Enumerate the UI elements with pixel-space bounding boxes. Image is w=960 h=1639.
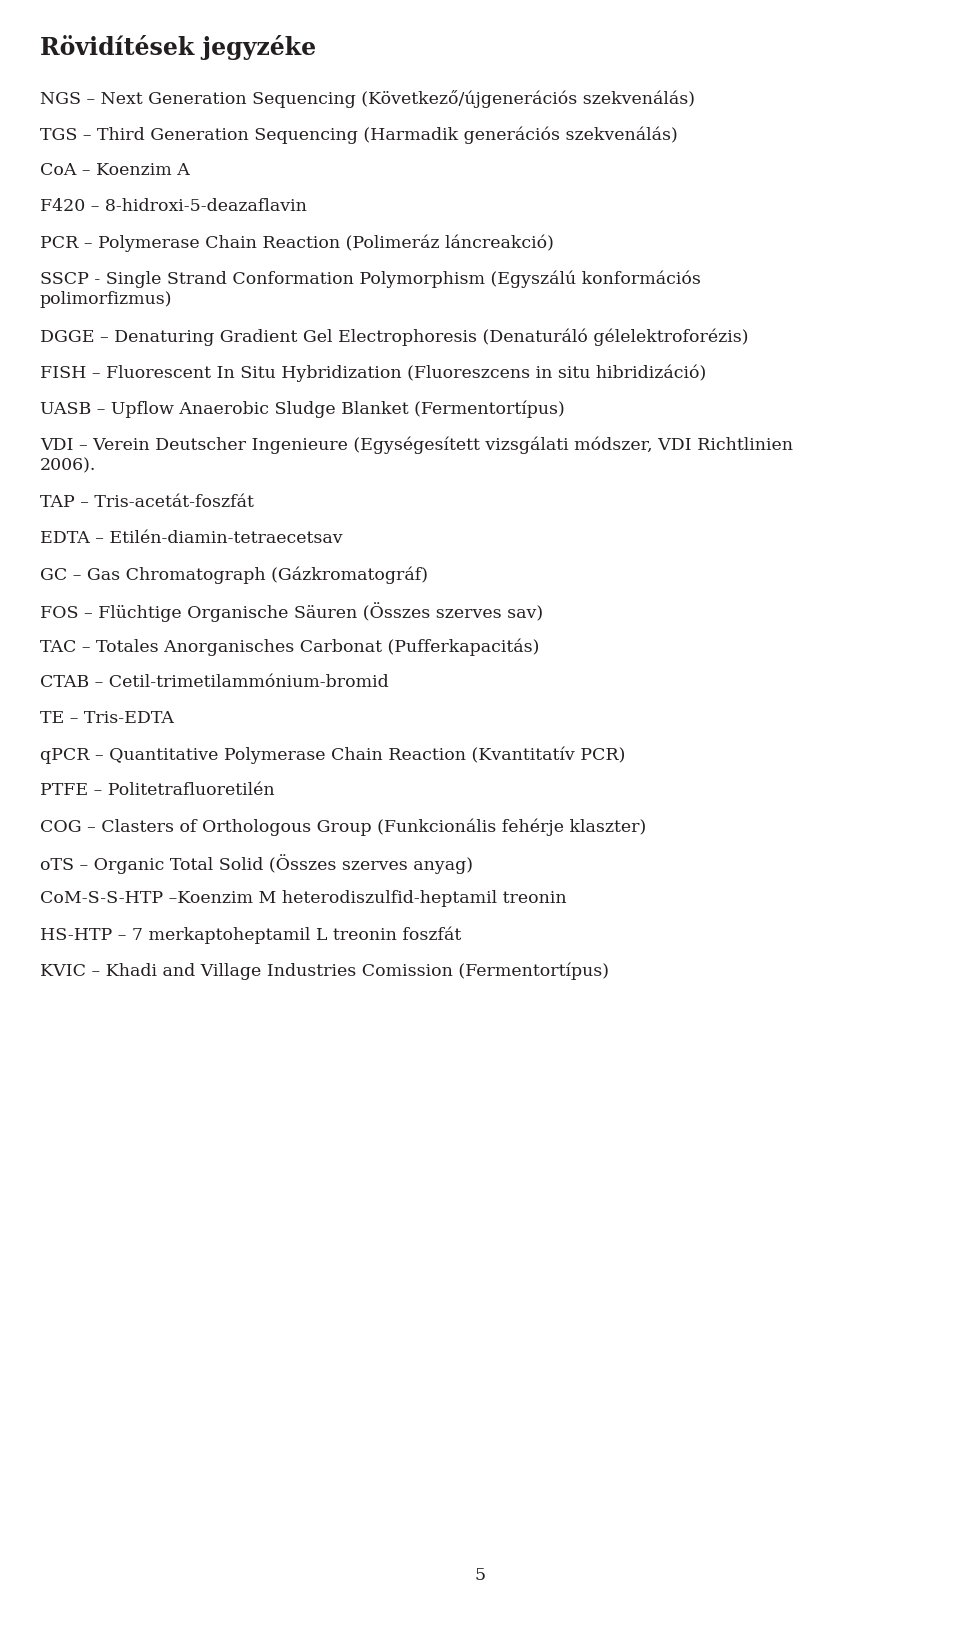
Text: GC – Gas Chromatograph (Gázkromatográf): GC – Gas Chromatograph (Gázkromatográf)	[40, 565, 428, 583]
Text: TGS – Third Generation Sequencing (Harmadik generációs szekvenálás): TGS – Third Generation Sequencing (Harma…	[40, 126, 678, 144]
Text: F420 – 8-hidroxi-5-deazaflavin: F420 – 8-hidroxi-5-deazaflavin	[40, 198, 307, 215]
Text: qPCR – Quantitative Polymerase Chain Reaction (Kvantitatív PCR): qPCR – Quantitative Polymerase Chain Rea…	[40, 746, 625, 764]
Text: Rövidítések jegyzéke: Rövidítések jegyzéke	[40, 34, 316, 61]
Text: DGGE – Denaturing Gradient Gel Electrophoresis (Denaturáló gélelektroforézis): DGGE – Denaturing Gradient Gel Electroph…	[40, 328, 749, 346]
Text: CoA – Koenzim A: CoA – Koenzim A	[40, 162, 190, 179]
Text: VDI – Verein Deutscher Ingenieure (Egységesített vizsgálati módszer, VDI Richtli: VDI – Verein Deutscher Ingenieure (Egysé…	[40, 436, 793, 474]
Text: EDTA – Etilén-diamin-tetraecetsav: EDTA – Etilén-diamin-tetraecetsav	[40, 529, 343, 547]
Text: TAC – Totales Anorganisches Carbonat (Pufferkapacitás): TAC – Totales Anorganisches Carbonat (Pu…	[40, 638, 540, 656]
Text: CoM-S-S-HTP –Koenzim M heterodiszulfid-heptamil treonin: CoM-S-S-HTP –Koenzim M heterodiszulfid-h…	[40, 890, 566, 906]
Text: NGS – Next Generation Sequencing (Következő/újgenerációs szekvenálás): NGS – Next Generation Sequencing (Követk…	[40, 90, 695, 108]
Text: TAP – Tris-acetát-foszfát: TAP – Tris-acetát-foszfát	[40, 493, 253, 511]
Text: PTFE – Politetrafluoretilén: PTFE – Politetrafluoretilén	[40, 782, 275, 798]
Text: SSCP - Single Strand Conformation Polymorphism (Egyszálú konformációs
polimorfiz: SSCP - Single Strand Conformation Polymo…	[40, 270, 701, 308]
Text: 5: 5	[474, 1567, 486, 1583]
Text: FISH – Fluorescent In Situ Hybridization (Fluoreszcens in situ hibridizáció): FISH – Fluorescent In Situ Hybridization…	[40, 364, 707, 382]
Text: PCR – Polymerase Chain Reaction (Polimeráz láncreakció): PCR – Polymerase Chain Reaction (Polimer…	[40, 234, 554, 251]
Text: COG – Clasters of Orthologous Group (Funkcionális fehérje klaszter): COG – Clasters of Orthologous Group (Fun…	[40, 818, 646, 836]
Text: CTAB – Cetil-trimetilammónium-bromid: CTAB – Cetil-trimetilammónium-bromid	[40, 674, 389, 692]
Text: FOS – Flüchtige Organische Säuren (Összes szerves sav): FOS – Flüchtige Organische Säuren (Össze…	[40, 602, 543, 621]
Text: TE – Tris-EDTA: TE – Tris-EDTA	[40, 710, 174, 728]
Text: KVIC – Khadi and Village Industries Comission (Fermentortípus): KVIC – Khadi and Village Industries Comi…	[40, 962, 609, 980]
Text: HS-HTP – 7 merkaptoheptamil L treonin foszfát: HS-HTP – 7 merkaptoheptamil L treonin fo…	[40, 926, 461, 944]
Text: oTS – Organic Total Solid (Összes szerves anyag): oTS – Organic Total Solid (Összes szerve…	[40, 854, 473, 874]
Text: UASB – Upflow Anaerobic Sludge Blanket (Fermentortípus): UASB – Upflow Anaerobic Sludge Blanket (…	[40, 400, 564, 418]
